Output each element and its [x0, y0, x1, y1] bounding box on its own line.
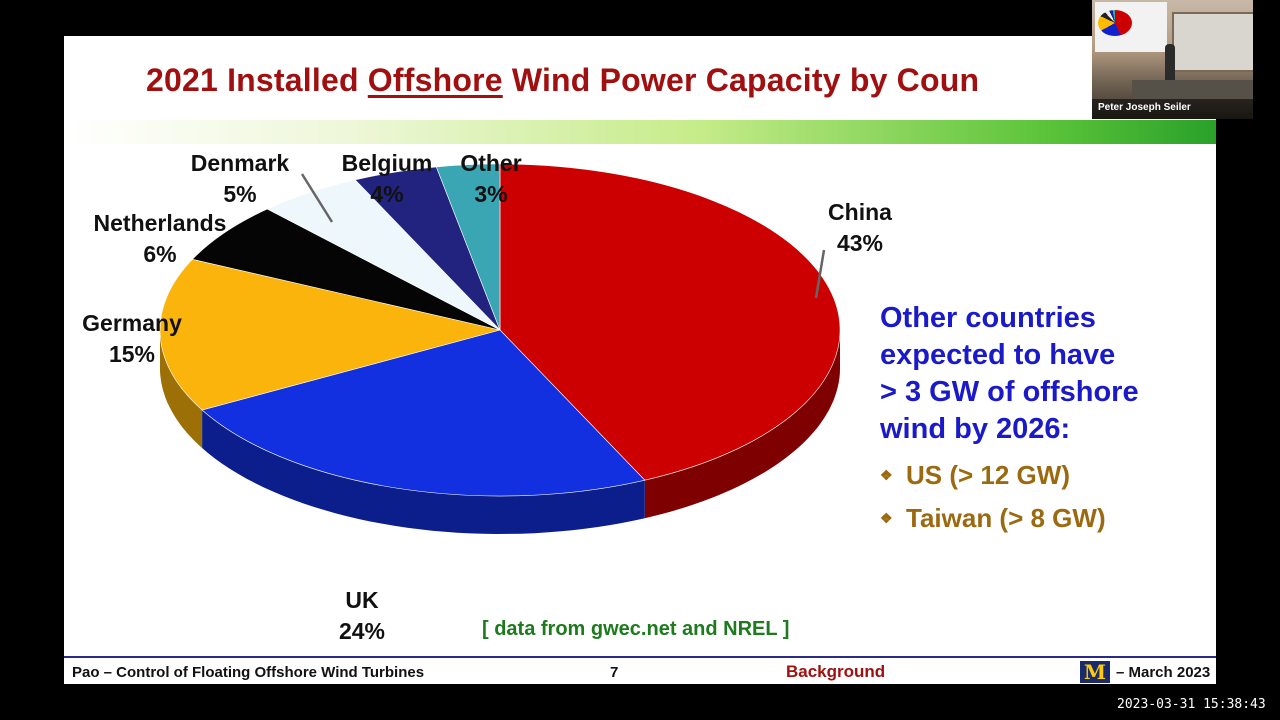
slice-percent-other: 3%	[474, 181, 507, 207]
presentation-slide: 2021 Installed Offshore Wind Power Capac…	[64, 36, 1216, 684]
pie-slice-other	[435, 163, 501, 331]
pie-slice-china	[499, 163, 841, 481]
slide-title: 2021 Installed Offshore Wind Power Capac…	[146, 62, 980, 98]
diamond-bullet-icon: ❖	[880, 467, 893, 483]
recording-timestamp: 2023-03-31 15:38:43	[1117, 697, 1266, 712]
slice-label-china: China	[828, 199, 892, 225]
webcam-projection-screen	[1095, 2, 1167, 52]
footer-presentation-title: Pao – Control of Floating Offshore Wind …	[72, 664, 425, 681]
slice-percent-uk: 24%	[339, 618, 385, 644]
slice-percent-netherlands: 6%	[143, 241, 176, 267]
footer-date: – March 2023	[1116, 664, 1211, 681]
slice-percent-germany: 15%	[109, 341, 155, 367]
slice-percent-china: 43%	[837, 230, 883, 256]
slice-percent-belgium: 4%	[370, 181, 403, 207]
slice-label-belgium: Belgium	[342, 150, 433, 176]
slice-label-germany: Germany	[82, 310, 182, 336]
slice-label-netherlands: Netherlands	[94, 210, 227, 236]
pie-slice-uk	[201, 329, 646, 497]
webcam-thumbnail[interactable]: Peter Joseph Seiler	[1092, 0, 1253, 119]
webcam-whiteboard	[1172, 12, 1253, 72]
leader-line-china	[814, 249, 826, 299]
title-gradient-band	[64, 120, 1216, 144]
pie-side-china	[644, 330, 840, 519]
webcam-desk	[1132, 80, 1253, 100]
callout-bullet: ❖ US (> 12 GW)	[880, 454, 1210, 497]
source-note: [ data from gwec.net and NREL ]	[482, 618, 790, 640]
callout-bullet: ❖ Taiwan (> 8 GW)	[880, 497, 1210, 540]
webcam-pie-image	[1098, 10, 1132, 36]
webcam-name-label: Peter Joseph Seiler	[1092, 99, 1253, 119]
webcam-presenter	[1165, 44, 1175, 80]
pie-slice-netherlands	[191, 208, 501, 331]
diamond-bullet-icon: ❖	[880, 510, 893, 526]
callout-box: Other countries expected to have > 3 GW …	[880, 300, 1210, 540]
slice-label-other: Other	[460, 150, 521, 176]
footer-page-number: 7	[610, 664, 619, 681]
slice-percent-denmark: 5%	[223, 181, 256, 207]
callout-bullet-list: ❖ US (> 12 GW) ❖ Taiwan (> 8 GW)	[880, 454, 1210, 540]
pie-chart: China 43% UK 24% Germany 15% Netherlands 6% Denm…	[82, 150, 892, 644]
slide-footer: Pao – Control of Floating Offshore Wind …	[64, 656, 1216, 684]
slice-label-denmark: Denmark	[191, 150, 290, 176]
slice-label-uk: UK	[345, 587, 379, 613]
university-logo: M	[1080, 661, 1110, 683]
callout-heading: Other countries expected to have > 3 GW …	[880, 302, 1139, 445]
leader-line-denmark	[300, 173, 334, 223]
pie-side-germany	[160, 330, 203, 448]
pie-side-uk	[202, 410, 645, 534]
footer-section: Background	[786, 662, 886, 681]
pie-slice-germany	[159, 258, 501, 411]
